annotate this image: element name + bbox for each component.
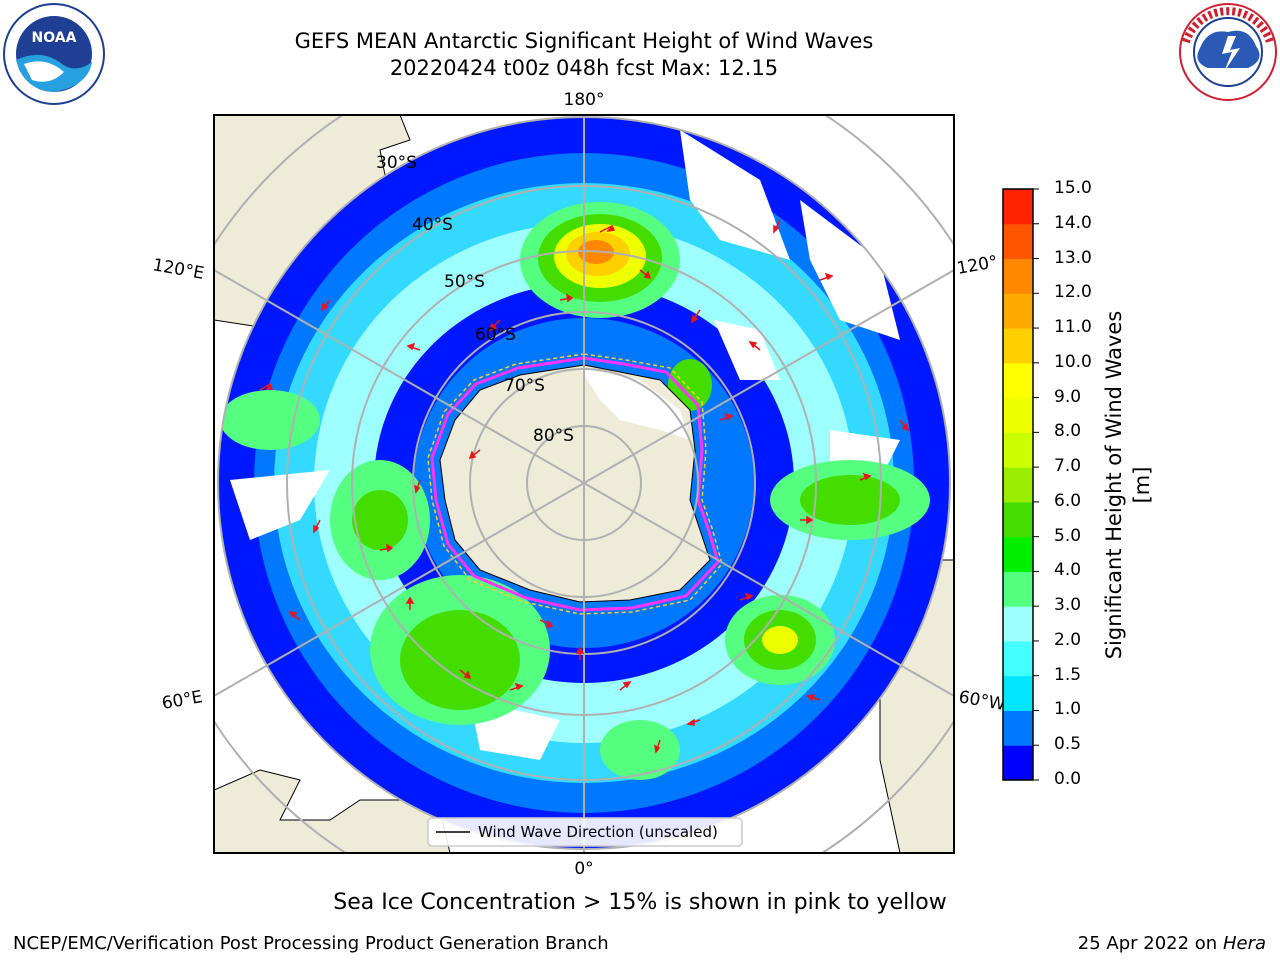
map-legend: Wind Wave Direction (unscaled)	[427, 817, 743, 847]
colorbar-tick-label: 15.0	[1054, 178, 1092, 198]
colorbar-segment	[1003, 293, 1033, 329]
colorbar-segment	[1003, 710, 1033, 746]
lat-label-50s: 50°S	[444, 272, 485, 292]
footer-date: 25 Apr 2022 on Hera	[1078, 933, 1266, 954]
colorbar-segment	[1003, 328, 1033, 364]
noaa-logo: NOAA	[3, 3, 105, 105]
colorbar-tick-label: 7.0	[1054, 456, 1082, 477]
footer-date-text: 25 Apr 2022 on	[1077, 933, 1218, 954]
colorbar-tick-label: 13.0	[1054, 247, 1092, 268]
chart-subtitle: 20220424 t00z 048h fcst Max: 12.15	[389, 56, 779, 80]
colorbar-tick-label: 2.0	[1054, 629, 1082, 650]
legend-label: Wind Wave Direction (unscaled)	[478, 823, 718, 841]
sea-ice-note: Sea Ice Concentration > 15% is shown in …	[333, 890, 947, 915]
colorbar-tick-label: 12.0	[1054, 282, 1092, 303]
colorbar-tick-label: 5.0	[1054, 525, 1082, 546]
colorbar-tick-label: 6.0	[1054, 490, 1082, 511]
colorbar-segment	[1003, 432, 1033, 468]
lat-label-30s: 30°S	[376, 153, 417, 173]
lon-label-lower-left: 60°E	[160, 687, 204, 714]
colorbar-segment	[1003, 745, 1033, 781]
lat-label-70s: 70°S	[504, 376, 545, 396]
nws-logo	[1179, 3, 1277, 101]
colorbar-tick-label: 10.0	[1054, 351, 1092, 372]
footer-credit: NCEP/EMC/Verification Post Processing Pr…	[13, 933, 609, 954]
colorbar-tick-label: 0.0	[1054, 769, 1082, 789]
wind-wave-arrows	[259, 219, 910, 754]
colorbar-segment	[1003, 571, 1033, 607]
noaa-logo-text: NOAA	[32, 30, 77, 46]
colorbar-segment	[1003, 501, 1033, 538]
colorbar-tick-label: 14.0	[1054, 212, 1092, 233]
lon-label-top: 180°	[564, 90, 605, 110]
footer-host: Hera	[1222, 933, 1266, 954]
lon-label-bottom: 0°	[574, 859, 593, 879]
colorbar-tick-label: 0.5	[1054, 734, 1082, 755]
colorbar-segment	[1003, 467, 1033, 503]
map-frame-contents: Wind Wave Direction (unscaled)	[214, 115, 954, 853]
colorbar-segment	[1003, 536, 1033, 572]
colorbar-segment	[1003, 223, 1033, 260]
colorbar-tick-label: 3.0	[1054, 595, 1082, 616]
lon-label-upper-right: 120°	[955, 252, 999, 279]
colorbar-segment	[1003, 397, 1033, 433]
colorbar-tick-label: 9.0	[1054, 386, 1082, 407]
colorbar-segment	[1003, 675, 1033, 711]
colorbar-title: Significant Height of Wind Waves [m]	[1102, 310, 1154, 660]
colorbar-frame	[1002, 188, 1034, 781]
colorbar-tick-label: 1.5	[1054, 664, 1082, 685]
lat-label-40s: 40°S	[412, 215, 453, 235]
land-antarctica	[439, 364, 711, 603]
map-frame	[213, 114, 955, 854]
chart-title: GEFS MEAN Antarctic Significant Height o…	[294, 29, 874, 53]
colorbar-segment	[1003, 189, 1033, 225]
colorbar-tick-label: 8.0	[1054, 421, 1082, 442]
colorbar-segment	[1003, 258, 1033, 294]
colorbar-tick-label: 11.0	[1054, 317, 1092, 338]
lon-label-upper-left: 120°E	[151, 255, 205, 284]
lon-label-lower-right: 60°W	[957, 687, 1007, 715]
sea-ice-edge	[430, 356, 720, 612]
colorbar-segment	[1003, 362, 1033, 399]
graticule	[214, 115, 954, 853]
lat-label-60s: 60°S	[475, 325, 516, 345]
colorbar-segment	[1003, 606, 1033, 642]
colorbar	[1002, 188, 1039, 781]
colorbar-segment	[1003, 640, 1033, 677]
colorbar-tick-label: 1.0	[1054, 699, 1082, 720]
lat-label-80s: 80°S	[533, 426, 574, 446]
colorbar-tick-label: 4.0	[1054, 560, 1082, 581]
